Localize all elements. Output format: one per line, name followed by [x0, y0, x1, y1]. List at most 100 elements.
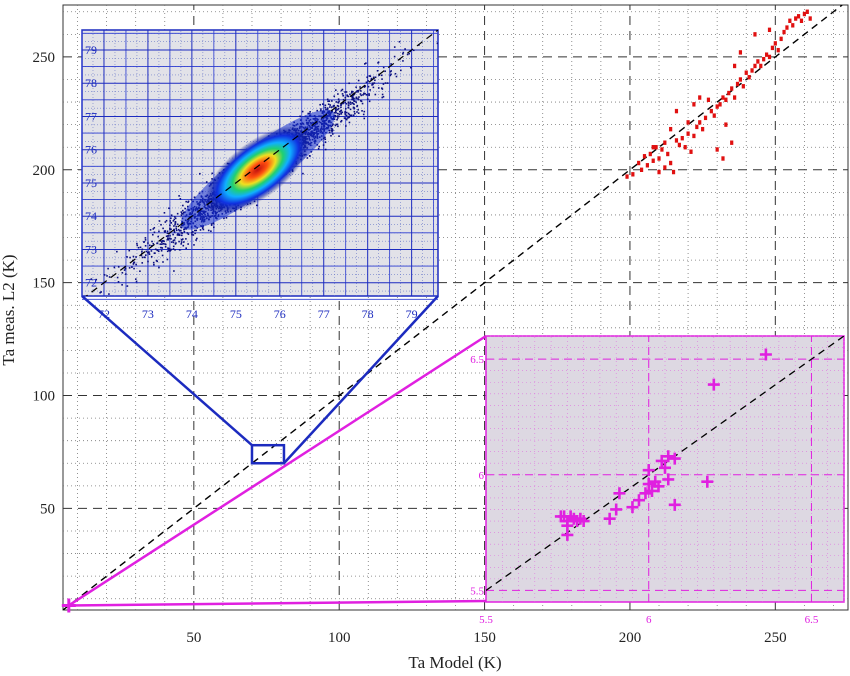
density-point: [173, 270, 175, 272]
density-point: [141, 248, 144, 251]
density-point: [334, 110, 337, 113]
density-point: [164, 243, 166, 245]
magenta-data-point: [642, 464, 655, 477]
red-data-point: [730, 86, 734, 91]
density-point: [368, 100, 371, 103]
x-tick-label: 150: [473, 630, 496, 646]
density-point: [380, 74, 383, 77]
density-point: [351, 102, 353, 104]
density-point: [332, 105, 335, 108]
red-data-point: [767, 54, 772, 60]
density-point: [181, 212, 183, 215]
density-point: [317, 147, 320, 150]
density-point: [170, 241, 173, 243]
density-point: [340, 104, 342, 107]
identity-line: [63, 5, 843, 610]
red-data-point: [701, 126, 705, 132]
density-point: [156, 249, 158, 251]
density-point: [319, 103, 321, 106]
density-point: [325, 108, 327, 111]
density-point: [368, 94, 370, 97]
density-point: [389, 70, 392, 73]
density-point: [128, 267, 131, 269]
density-point: [363, 117, 366, 120]
density-point: [181, 209, 184, 212]
magenta-data-point: [577, 515, 590, 528]
red-data-point: [721, 95, 725, 100]
density-point: [165, 235, 168, 238]
density-point: [173, 225, 175, 227]
density-point: [106, 275, 108, 277]
density-point: [210, 230, 212, 232]
density-point: [368, 93, 370, 95]
density-point: [202, 228, 205, 231]
red-data-point: [724, 97, 728, 103]
density-point: [348, 82, 350, 85]
density-point: [365, 62, 367, 64]
density-point: [330, 129, 332, 132]
red-data-point: [738, 50, 743, 55]
density-point: [382, 95, 385, 98]
red-data-point: [753, 63, 757, 69]
density-point: [342, 102, 344, 105]
density-point: [168, 249, 170, 252]
density-point: [157, 235, 159, 238]
inset1-y-tick-label: 79: [85, 43, 97, 57]
main-series-points: [625, 9, 812, 179]
magenta-inset: 5.5 6 6.5 5.5 6 6.5: [470, 335, 845, 626]
density-point: [191, 233, 193, 236]
density-point: [113, 266, 116, 269]
red-data-point: [724, 122, 728, 127]
density-point: [326, 108, 329, 111]
density-point: [337, 98, 340, 100]
density-point: [174, 237, 177, 239]
density-point: [345, 117, 347, 120]
density-point: [163, 230, 166, 233]
density-point: [334, 89, 337, 91]
density-point: [302, 172, 304, 175]
density-point: [162, 227, 164, 230]
red-data-point: [794, 16, 798, 21]
density-point: [147, 260, 149, 263]
density-point: [365, 81, 368, 84]
density-point: [382, 83, 385, 85]
density-point: [402, 51, 405, 54]
density-point: [173, 239, 176, 241]
red-data-point: [738, 77, 743, 82]
density-point: [363, 110, 366, 113]
density-point: [329, 106, 331, 108]
red-data-point: [796, 14, 801, 19]
density-point: [166, 232, 169, 234]
red-data-point: [692, 102, 696, 107]
density-point: [338, 115, 340, 118]
density-point: [173, 218, 176, 221]
density-point: [201, 227, 204, 230]
density-point: [355, 91, 358, 93]
density-point: [354, 112, 356, 115]
density-point: [357, 97, 359, 100]
red-data-point: [648, 151, 652, 157]
density-point: [183, 231, 186, 233]
density-point: [143, 241, 145, 243]
density-point: [348, 102, 350, 105]
density-point: [381, 78, 383, 80]
density-point: [152, 228, 155, 230]
blue-connector-right: [283, 295, 439, 465]
density-point: [163, 212, 166, 214]
density-point: [299, 115, 301, 118]
density-point: [331, 133, 334, 135]
density-point: [169, 248, 171, 251]
density-point: [321, 103, 324, 105]
density-point: [186, 205, 189, 208]
density-point: [329, 104, 332, 106]
density-point: [174, 216, 176, 218]
density-point: [170, 217, 172, 220]
density-point: [402, 53, 404, 55]
density-point: [372, 76, 375, 79]
red-data-point: [727, 90, 731, 96]
density-point: [338, 100, 340, 102]
density-point: [412, 49, 415, 52]
density-point: [168, 237, 171, 240]
density-point: [327, 103, 330, 106]
density-point: [107, 267, 109, 270]
